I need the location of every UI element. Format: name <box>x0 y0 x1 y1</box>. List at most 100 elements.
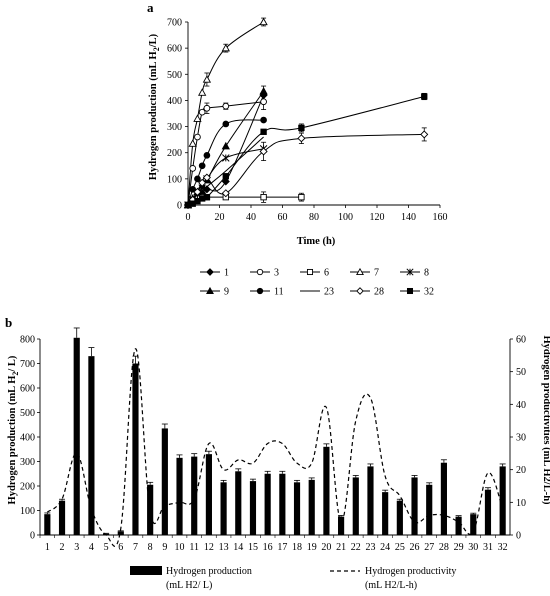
legend-marker <box>356 267 364 276</box>
bar-1 <box>44 512 51 535</box>
bar <box>484 489 492 535</box>
legend-marker <box>406 287 414 295</box>
legend-item-1: 1 <box>200 268 229 279</box>
legend-label: 32 <box>424 287 434 298</box>
bar-3 <box>73 327 80 535</box>
data-point <box>222 154 230 162</box>
x-tick-label: 8 <box>148 542 153 553</box>
bar <box>44 514 51 535</box>
legend-label: Hydrogen production <box>166 566 252 577</box>
data-point <box>203 151 211 159</box>
data-point-shape <box>202 75 212 83</box>
y-tick-label: 700 <box>20 359 35 370</box>
data-point <box>260 116 267 124</box>
legend-label: 3 <box>274 268 279 279</box>
bar-14 <box>235 468 242 535</box>
y-tick-label: 100 <box>167 174 182 185</box>
bar <box>88 356 95 535</box>
data-point-shape <box>221 43 230 52</box>
x-tick-label: 28 <box>439 542 449 553</box>
bar <box>499 466 506 535</box>
bar-23 <box>367 463 374 535</box>
y2-tick-label: 10 <box>516 498 526 509</box>
bar <box>58 500 66 535</box>
data-point-shape <box>221 189 230 198</box>
y-tick-label: 600 <box>20 384 35 395</box>
legend-item-23: 23 <box>300 287 334 298</box>
data-point <box>297 134 306 143</box>
legend-item-9: 9 <box>200 287 229 298</box>
chart-a-x-axis-title: Time (h) <box>297 236 336 247</box>
chart-a-x-ticks: 0 20 40 60 80 100 120 140 160 <box>186 205 448 223</box>
bar <box>323 446 330 535</box>
data-point-shape <box>222 102 230 110</box>
data-point <box>421 93 428 100</box>
x-tick-label: 26 <box>410 542 420 553</box>
legend-marker <box>256 268 264 276</box>
chart-b-y2-ticks: 0 10 20 30 40 50 60 <box>510 335 526 542</box>
data-point <box>221 43 230 52</box>
x-tick-label: 6 <box>118 542 123 553</box>
bar-17 <box>279 470 286 535</box>
data-point <box>189 185 197 193</box>
data-point-shape <box>221 177 230 186</box>
bar <box>440 462 447 535</box>
y-tick-label: 500 <box>20 408 35 419</box>
x-tick-label: 3 <box>74 542 79 553</box>
data-point-shape <box>222 120 230 128</box>
data-point <box>420 130 429 139</box>
data-point-shape <box>202 173 211 182</box>
data-point-shape <box>198 88 207 96</box>
data-point <box>194 175 201 183</box>
legend-item-8: 8 <box>400 268 429 279</box>
legend-marker <box>306 268 314 276</box>
bar-12 <box>205 450 212 535</box>
bar <box>367 466 374 535</box>
data-point-shape <box>259 17 268 26</box>
chart-b-legend: Hydrogen production(mL H2/ L)Hydrogen pr… <box>130 566 456 591</box>
data-point <box>259 86 268 95</box>
bar-6 <box>117 530 124 535</box>
legend-marker-shape <box>356 287 364 295</box>
bar-32 <box>499 463 506 535</box>
x-tick-label: 14 <box>233 542 243 553</box>
y-tick-label: 800 <box>20 335 35 346</box>
x-tick-label: 24 <box>380 542 390 553</box>
data-point-shape <box>420 130 429 139</box>
y-tick-label: 400 <box>20 433 35 444</box>
x-tick-label: 60 <box>278 212 288 223</box>
bar <box>176 457 183 535</box>
x-tick-label: 31 <box>483 542 493 553</box>
bar <box>161 428 168 535</box>
legend-marker-shape <box>356 267 364 276</box>
bar-27 <box>426 482 433 535</box>
y2-tick-label: 40 <box>516 400 526 411</box>
bar <box>73 337 80 535</box>
data-point <box>198 178 207 187</box>
data-point <box>203 193 211 201</box>
productivity-line <box>46 348 504 547</box>
data-point <box>194 133 201 141</box>
legend-label: 9 <box>224 287 229 298</box>
bar-18 <box>293 479 301 535</box>
data-point <box>260 193 267 201</box>
y2-tick-label: 20 <box>516 465 526 476</box>
data-point <box>189 165 197 172</box>
data-point <box>298 124 305 132</box>
legend-marker <box>256 287 264 295</box>
bar <box>382 492 389 535</box>
data-point-shape <box>260 116 267 124</box>
bar <box>235 471 242 535</box>
data-point <box>222 120 230 128</box>
data-point <box>298 193 305 201</box>
y-tick-label: 0 <box>177 201 182 212</box>
data-point <box>198 162 206 170</box>
chart-b: b 0 100 200 300 400 500 600 700 800 0 10 20 30 40 50 6… <box>5 315 550 591</box>
y-tick-label: 300 <box>20 457 35 468</box>
bar <box>396 500 403 535</box>
x-tick-label: 20 <box>215 212 225 223</box>
bar-11 <box>191 453 198 535</box>
data-point <box>260 98 267 106</box>
data-point <box>203 104 211 112</box>
